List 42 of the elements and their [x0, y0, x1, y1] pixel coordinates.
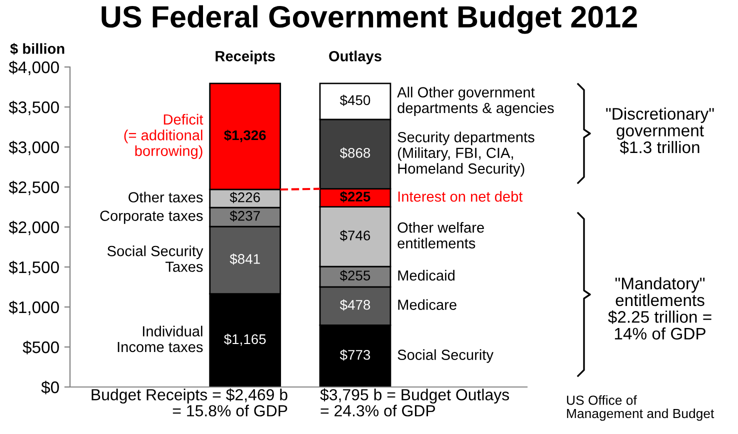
- series-label: All Other government departments & agencies: [397, 86, 554, 116]
- y-tick-label: $2,500: [8, 180, 59, 196]
- y-tick-label: $3,000: [8, 140, 59, 156]
- data-label: $237: [230, 210, 260, 222]
- data-label: $868: [340, 147, 370, 159]
- y-tick-label: $4,000: [8, 60, 59, 76]
- series-label: Individual Income taxes: [118, 326, 203, 352]
- data-label: $255: [340, 270, 370, 282]
- series-label: Social Security: [398, 349, 494, 363]
- data-label: $225: [340, 191, 370, 202]
- series-label: Medicaid: [398, 270, 454, 281]
- text: $3,795 b = Budget Outlays = 24.3% of GDP: [320, 388, 510, 416]
- series-label: Other taxes: [128, 192, 203, 202]
- y-tick-label: $1,000: [8, 300, 59, 316]
- series-label: Social Security Taxes: [107, 246, 204, 272]
- data-label: $450: [340, 94, 370, 106]
- data-label: $841: [230, 253, 260, 265]
- y-tick-label: $2,000: [8, 220, 59, 236]
- text: Budget Receipts = $2,469 b = 15.8% of GDP: [92, 388, 288, 416]
- x-tick-label: Receipts: [216, 50, 275, 64]
- y-axis-title: $ billion: [10, 42, 64, 55]
- y-tick-label: $500: [22, 340, 59, 354]
- data-label: $746: [340, 230, 370, 242]
- y-tick-label: $0: [41, 380, 59, 394]
- data-label: $226: [230, 192, 260, 204]
- text: "Discretionary" government $1.3 trillion: [606, 107, 714, 154]
- data-label: $773: [340, 349, 370, 361]
- series-label: Medicare: [398, 299, 456, 310]
- series-label: Other welfare entitlements: [398, 222, 484, 248]
- series-label: Corporate taxes: [100, 210, 203, 224]
- y-tick-label: $3,500: [8, 100, 59, 116]
- y-tick-label: $1,500: [8, 260, 59, 276]
- data-label: $1,165: [224, 334, 266, 346]
- series-label: Deficit (= additional borrowing): [124, 114, 204, 159]
- x-tick-label: Outlays: [329, 50, 382, 64]
- data-label: $1,326: [224, 130, 266, 142]
- series-label: Security departments (Military, FBI, CIA, Homeland Security): [398, 132, 534, 177]
- series-label: Interest on net debt: [398, 191, 523, 202]
- data-label: $478: [340, 299, 370, 311]
- text: US Office of Management and Budget: [567, 395, 714, 421]
- text: "Mandatory" entitlements $2.25 trillion = 14% of GDP: [608, 277, 712, 340]
- chart-title: US Federal Government Budget 2012: [102, 5, 637, 34]
